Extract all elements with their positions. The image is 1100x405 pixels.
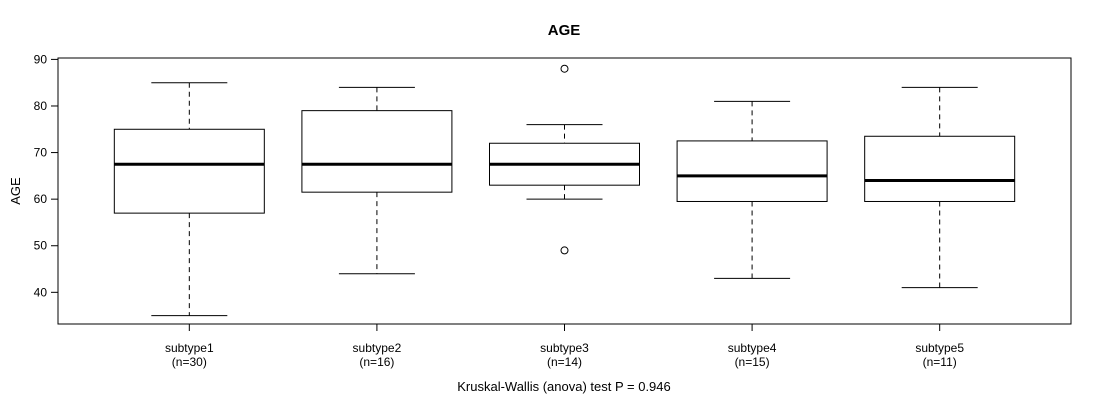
y-tick-label: 70 [34,146,48,160]
stats-caption: Kruskal-Wallis (anova) test P = 0.946 [457,379,671,394]
y-tick-label: 90 [34,52,48,66]
group-n-label: (n=16) [359,355,394,369]
plot-area: 40 50 60 70 80 90 subtype1(n=30) subtype2(n=16)… [34,52,1016,369]
y-tick-label: 60 [34,192,48,206]
outlier-point [560,64,569,73]
group-n-label: (n=11) [923,355,957,369]
group-n-label: (n=30) [172,355,207,369]
group-label: subtype2 [353,341,402,355]
group-label: subtype5 [915,341,964,355]
group-label: subtype4 [728,341,777,355]
group-n-label: (n=14) [547,355,582,369]
box-rect [301,110,453,193]
y-axis-label: AGE [8,177,23,205]
box-rect [676,140,828,202]
y-tick-label: 80 [34,99,48,113]
box-rect [864,135,1016,202]
group-n-label: (n=15) [735,355,770,369]
outlier-point [560,246,569,255]
y-tick-label: 50 [34,239,48,253]
group-label: subtype3 [540,341,589,355]
chart-title: AGE [548,22,581,39]
group-label: subtype1 [165,341,214,355]
y-tick-label: 40 [34,285,48,299]
box-rect [113,128,265,214]
